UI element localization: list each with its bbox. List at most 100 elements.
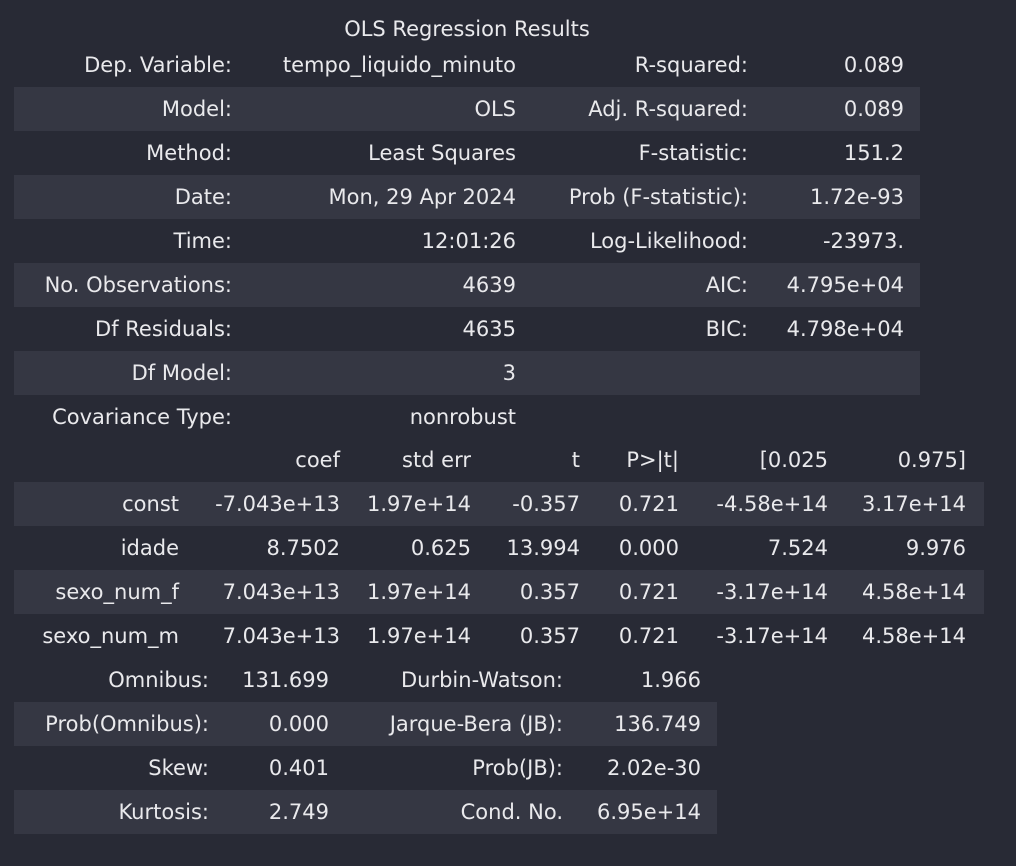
coef-header-row: coef std err t P>|t| [0.025 0.975] <box>14 438 984 482</box>
cell-value: 0.721 <box>580 570 679 614</box>
cell-value: nonrobust <box>409 405 516 429</box>
row-label: sexo_num_f <box>14 570 179 614</box>
cell-value: Prob (F-statistic): <box>516 175 748 219</box>
summary-row: Date: Mon, 29 Apr 2024 Prob (F-statistic):… <box>14 175 920 219</box>
cell-value <box>748 351 904 395</box>
cell-value: Prob(JB): <box>472 756 563 780</box>
column-header: P>|t| <box>626 448 679 472</box>
row-padding <box>966 570 984 614</box>
cell-value: 0.357 <box>519 624 580 648</box>
row-padding <box>904 351 920 395</box>
cell-value: 4.58e+14 <box>862 624 966 648</box>
row-padding <box>904 43 920 87</box>
row-label: Dep. Variable: <box>84 53 232 77</box>
row-padding <box>904 219 920 263</box>
row-padding <box>701 746 717 790</box>
coef-row: sexo_num_m 7.043e+13 1.97e+14 0.357 0.721 -3.… <box>14 614 984 658</box>
row-label: sexo_num_m <box>42 624 179 648</box>
cell-value: Mon, 29 Apr 2024 <box>232 175 516 219</box>
model-summary-table: Dep. Variable: tempo_liquido_minuto R-squa… <box>14 43 920 439</box>
cell-value: 0.089 <box>843 53 904 77</box>
cell-value: 0.357 <box>471 570 580 614</box>
row-padding <box>966 614 984 658</box>
row-label: Df Model: <box>14 351 232 395</box>
cell-value <box>516 351 748 395</box>
cell-value: 4.58e+14 <box>828 570 966 614</box>
row-padding <box>966 438 984 482</box>
cell-value: Durbin-Watson: <box>400 668 563 692</box>
row-label: No. Observations: <box>14 263 232 307</box>
row-padding <box>904 263 920 307</box>
summary-row: Time: 12:01:26 Log-Likelihood: -23973. <box>14 219 920 263</box>
coef-row: sexo_num_f 7.043e+13 1.97e+14 0.357 0.721 -3.… <box>14 570 984 614</box>
column-header: coef <box>295 448 340 472</box>
cell-value: 0.721 <box>580 482 679 526</box>
cell-value: 2.02e-30 <box>607 756 701 780</box>
diagnostics-row: Skew: 0.401 Prob(JB): 2.02e-30 <box>14 746 717 790</box>
row-padding <box>904 131 920 175</box>
row-label: idade <box>120 536 179 560</box>
cell-value: 151.2 <box>843 141 904 165</box>
cell-value: 1.97e+14 <box>340 570 471 614</box>
column-header: t <box>571 448 580 472</box>
row-label: Skew: <box>148 756 209 780</box>
cell-value: -23973. <box>822 229 904 253</box>
diagnostics-table: Omnibus: 131.699 Durbin-Watson: 1.966 Prob(O… <box>14 658 717 834</box>
coef-row: idade 8.7502 0.625 13.994 0.000 7.524 9.976 <box>14 526 984 570</box>
summary-row: Df Residuals: 4635 BIC: 4.798e+04 <box>14 307 920 351</box>
cell-value: 1.966 <box>640 668 701 692</box>
cell-value: 8.7502 <box>266 536 340 560</box>
row-padding <box>701 658 717 702</box>
cell-value: OLS <box>232 87 516 131</box>
cell-value: 4.795e+04 <box>748 263 904 307</box>
cell-value: 9.976 <box>905 536 966 560</box>
cell-value: Adj. R-squared: <box>516 87 748 131</box>
summary-row: Dep. Variable: tempo_liquido_minuto R-squa… <box>14 43 920 87</box>
cell-value: 0.401 <box>268 756 329 780</box>
row-padding <box>966 526 984 570</box>
cell-value: 13.994 <box>506 536 580 560</box>
table-caption: OLS Regression Results <box>344 17 590 41</box>
cell-value: 0.089 <box>748 87 904 131</box>
summary-row: Df Model: 3 <box>14 351 920 395</box>
row-label: Prob(Omnibus): <box>14 702 209 746</box>
cell-value: 12:01:26 <box>421 229 516 253</box>
summary-row: Covariance Type: nonrobust <box>14 395 920 439</box>
row-label: Date: <box>14 175 232 219</box>
cell-value: 3.17e+14 <box>828 482 966 526</box>
cell-value: -7.043e+13 <box>179 482 340 526</box>
column-header: [0.025 <box>759 448 828 472</box>
cell-value: -3.17e+14 <box>716 624 828 648</box>
cell-value <box>516 395 748 439</box>
cell-value: AIC: <box>516 263 748 307</box>
summary-row: Model: OLS Adj. R-squared: 0.089 <box>14 87 920 131</box>
cell-value <box>748 395 904 439</box>
summary-row: Method: Least Squares F-statistic: 151.2 <box>14 131 920 175</box>
diagnostics-row: Prob(Omnibus): 0.000 Jarque-Bera (JB): 136.… <box>14 702 717 746</box>
cell-value: 7.043e+13 <box>222 624 340 648</box>
column-header <box>14 438 179 482</box>
cell-value: -0.357 <box>471 482 580 526</box>
row-label: Time: <box>173 229 232 253</box>
cell-value: 6.95e+14 <box>563 790 701 834</box>
cell-value: 1.97e+14 <box>340 482 471 526</box>
cell-value: 7.043e+13 <box>179 570 340 614</box>
cell-value: 4639 <box>232 263 516 307</box>
row-label: Covariance Type: <box>52 405 232 429</box>
row-padding <box>701 790 717 834</box>
cell-value: 0.721 <box>618 624 679 648</box>
cell-value: 7.524 <box>767 536 828 560</box>
cell-value: 0.625 <box>410 536 471 560</box>
row-padding <box>966 482 984 526</box>
coefficients-table: coef std err t P>|t| [0.025 0.975] const -7.043… <box>14 438 984 658</box>
row-padding <box>904 175 920 219</box>
summary-row: No. Observations: 4639 AIC: 4.795e+04 <box>14 263 920 307</box>
diagnostics-row: Kurtosis: 2.749 Cond. No. 6.95e+14 <box>14 790 717 834</box>
cell-value: 131.699 <box>242 668 329 692</box>
row-padding <box>701 702 717 746</box>
row-padding <box>904 87 920 131</box>
cell-value: 0.000 <box>618 536 679 560</box>
column-header: std err <box>402 448 471 472</box>
cell-value: Jarque-Bera (JB): <box>329 702 563 746</box>
cell-value: 1.97e+14 <box>367 624 471 648</box>
